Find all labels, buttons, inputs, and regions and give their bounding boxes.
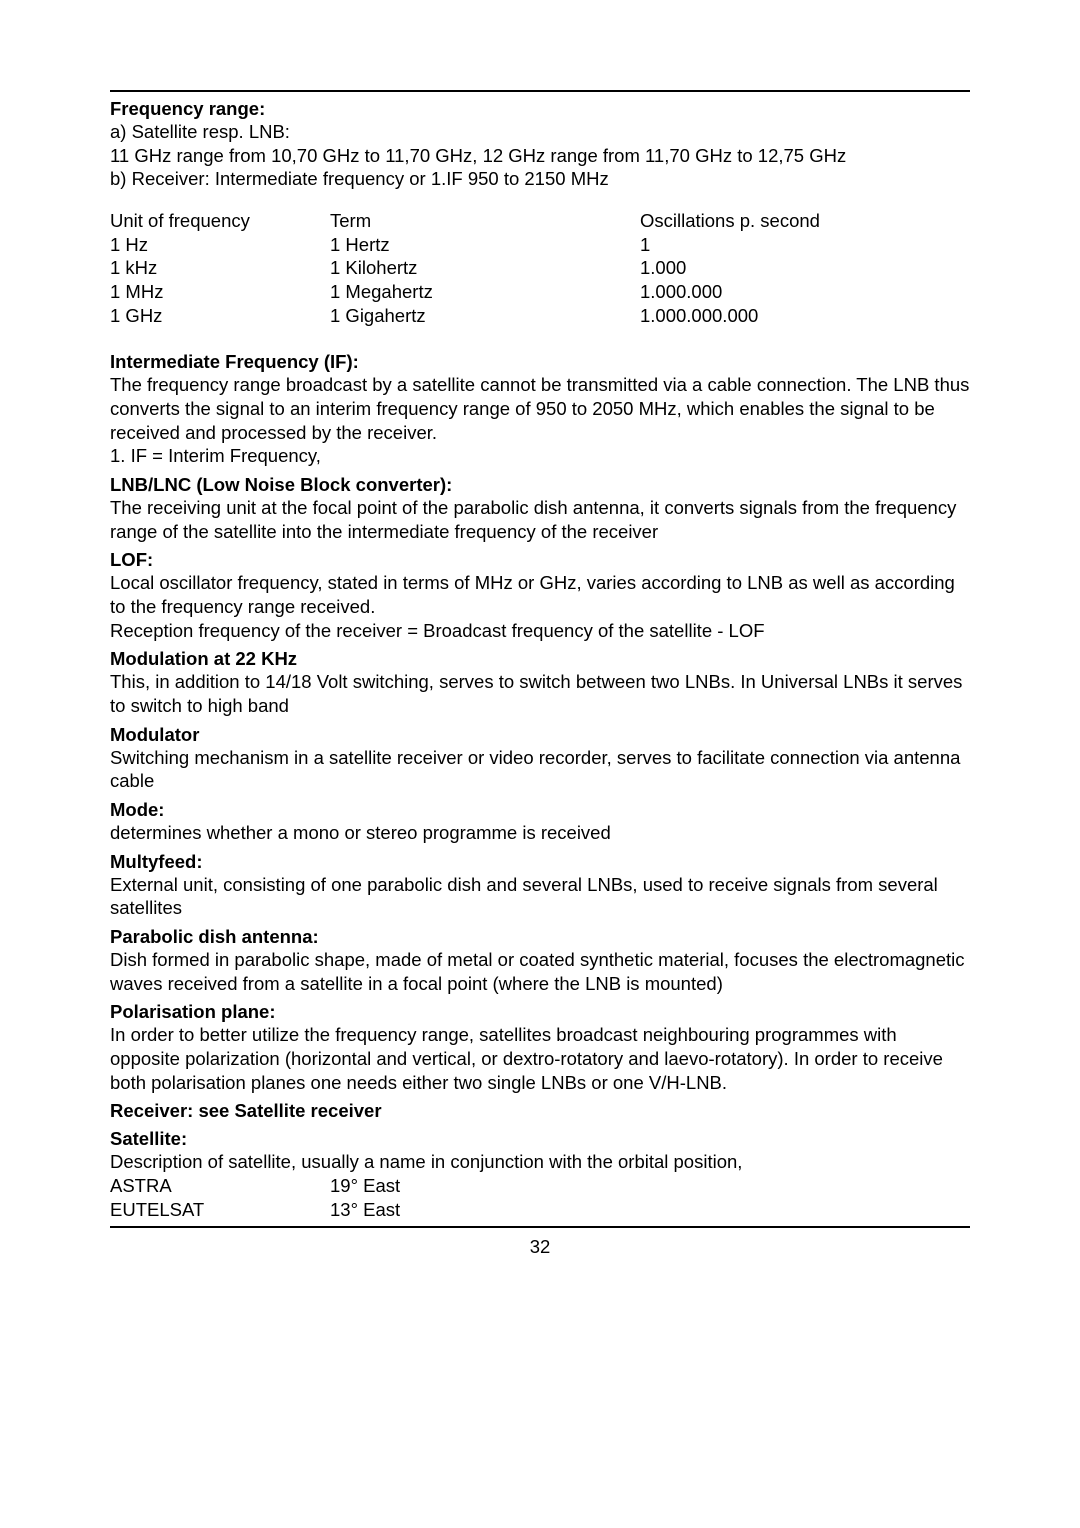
body-text: In order to better utilize the frequency…: [110, 1023, 970, 1094]
table-cell: 1: [640, 233, 970, 257]
table-row: 1 Hz 1 Hertz 1: [110, 233, 970, 257]
page-number: 32: [110, 1236, 970, 1258]
body-text: Description of satellite, usually a name…: [110, 1150, 970, 1174]
top-rule: [110, 90, 970, 92]
heading: Receiver: see Satellite receiver: [110, 1100, 970, 1122]
table-cell: 1 GHz: [110, 304, 330, 328]
body-text: Reception frequency of the receiver = Br…: [110, 619, 970, 643]
body-line: 11 GHz range from 10,70 GHz to 11,70 GHz…: [110, 144, 970, 168]
section-frequency-range: Frequency range: a) Satellite resp. LNB:…: [110, 98, 970, 191]
heading: Mode:: [110, 799, 970, 821]
frequency-unit-table: Unit of frequency Term Oscillations p. s…: [110, 209, 970, 327]
body-line: b) Receiver: Intermediate frequency or 1…: [110, 167, 970, 191]
table-row: 1 GHz 1 Gigahertz 1.000.000.000: [110, 304, 970, 328]
body-text: Dish formed in parabolic shape, made of …: [110, 948, 970, 995]
body-text: 1. IF = Interim Frequency,: [110, 444, 970, 468]
body-text: determines whether a mono or stereo prog…: [110, 821, 970, 845]
heading: Modulator: [110, 724, 970, 746]
section-receiver: Receiver: see Satellite receiver: [110, 1100, 970, 1122]
body-text: This, in addition to 14/18 Volt switchin…: [110, 670, 970, 717]
table-cell: 1.000.000: [640, 280, 970, 304]
heading: Satellite:: [110, 1128, 970, 1150]
section-multyfeed: Multyfeed: External unit, consisting of …: [110, 851, 970, 920]
heading: Parabolic dish antenna:: [110, 926, 970, 948]
table-cell: 1.000.000.000: [640, 304, 970, 328]
table-cell: 1 MHz: [110, 280, 330, 304]
satellite-position-table: ASTRA 19° East EUTELSAT 13° East: [110, 1174, 970, 1221]
heading: Intermediate Frequency (IF):: [110, 351, 970, 373]
body-text: The receiving unit at the focal point of…: [110, 496, 970, 543]
table-row: ASTRA 19° East: [110, 1174, 970, 1198]
table-cell: 1 Hertz: [330, 233, 640, 257]
table-cell: 1.000: [640, 256, 970, 280]
heading: LNB/LNC (Low Noise Block converter):: [110, 474, 970, 496]
heading: Modulation at 22 KHz: [110, 648, 970, 670]
heading: Polarisation plane:: [110, 1001, 970, 1023]
table-cell: 19° East: [330, 1174, 970, 1198]
table-header: Unit of frequency: [110, 209, 330, 233]
body-text: The frequency range broadcast by a satel…: [110, 373, 970, 444]
table-cell: 13° East: [330, 1198, 970, 1222]
table-cell: 1 Hz: [110, 233, 330, 257]
table-row: 1 MHz 1 Megahertz 1.000.000: [110, 280, 970, 304]
body-text: Local oscillator frequency, stated in te…: [110, 571, 970, 618]
table-cell: 1 Gigahertz: [330, 304, 640, 328]
section-mode: Mode: determines whether a mono or stere…: [110, 799, 970, 845]
body-text: Switching mechanism in a satellite recei…: [110, 746, 970, 793]
table-cell: EUTELSAT: [110, 1198, 330, 1222]
section-lnb: LNB/LNC (Low Noise Block converter): The…: [110, 474, 970, 543]
table-header: Oscillations p. second: [640, 209, 970, 233]
section-satellite: Satellite: Description of satellite, usu…: [110, 1128, 970, 1221]
section-polarisation: Polarisation plane: In order to better u…: [110, 1001, 970, 1094]
section-lof: LOF: Local oscillator frequency, stated …: [110, 549, 970, 642]
section-parabolic: Parabolic dish antenna: Dish formed in p…: [110, 926, 970, 995]
table-cell: 1 Kilohertz: [330, 256, 640, 280]
table-cell: 1 kHz: [110, 256, 330, 280]
table-cell: ASTRA: [110, 1174, 330, 1198]
section-modulation-22khz: Modulation at 22 KHz This, in addition t…: [110, 648, 970, 717]
body-text: External unit, consisting of one parabol…: [110, 873, 970, 920]
body-line: a) Satellite resp. LNB:: [110, 120, 970, 144]
bottom-rule: [110, 1226, 970, 1228]
heading-frequency-range: Frequency range:: [110, 98, 970, 120]
table-header-row: Unit of frequency Term Oscillations p. s…: [110, 209, 970, 233]
heading: LOF:: [110, 549, 970, 571]
document-page: Frequency range: a) Satellite resp. LNB:…: [0, 0, 1080, 1528]
table-row: 1 kHz 1 Kilohertz 1.000: [110, 256, 970, 280]
table-row: EUTELSAT 13° East: [110, 1198, 970, 1222]
section-intermediate-frequency: Intermediate Frequency (IF): The frequen…: [110, 351, 970, 468]
table-header: Term: [330, 209, 640, 233]
section-modulator: Modulator Switching mechanism in a satel…: [110, 724, 970, 793]
table-cell: 1 Megahertz: [330, 280, 640, 304]
heading: Multyfeed:: [110, 851, 970, 873]
